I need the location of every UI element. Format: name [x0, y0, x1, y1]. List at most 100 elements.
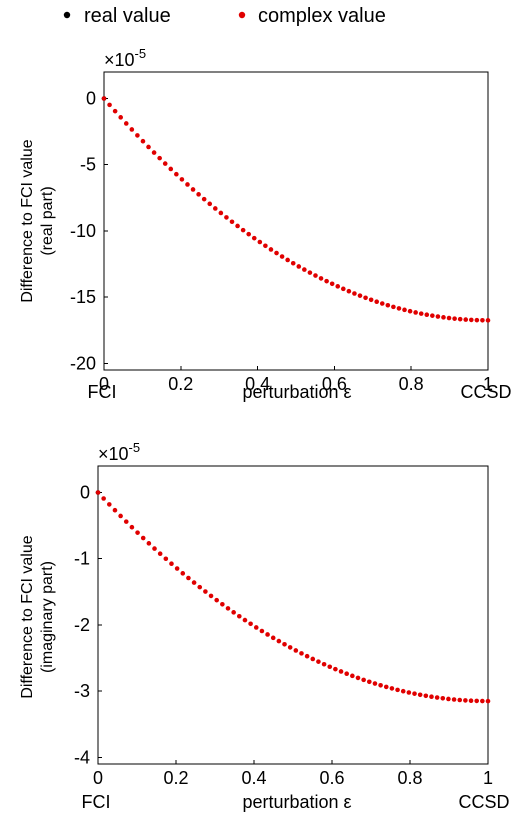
- complex-value-point: [407, 308, 413, 314]
- complex-value-point: [231, 610, 236, 615]
- complex-value-point: [197, 584, 203, 590]
- complex-value-point: [253, 625, 259, 630]
- complex-value-point: [246, 231, 251, 237]
- complex-value-point: [324, 278, 329, 284]
- complex-value-point: [374, 299, 380, 304]
- complex-value-point: [135, 133, 140, 138]
- complex-value-point: [341, 286, 346, 292]
- complex-value-point: [107, 502, 112, 507]
- complex-value-point: [457, 316, 463, 322]
- complex-value-point: [413, 310, 418, 315]
- complex-value-point: [257, 239, 263, 245]
- x-tick-label: 1: [483, 374, 493, 394]
- complex-value-point: [474, 317, 480, 323]
- complex-value-point: [129, 127, 135, 132]
- plot-frame: [103, 71, 489, 371]
- complex-value-point: [304, 653, 310, 659]
- complex-value-point: [321, 661, 327, 667]
- y-tick-label: -5: [80, 155, 96, 175]
- complex-value-point: [313, 273, 318, 278]
- x-tick-label: 0.8: [399, 374, 424, 394]
- complex-value-point: [329, 281, 335, 287]
- plot-frame: [97, 465, 489, 765]
- x-tick-label: 0: [99, 374, 109, 394]
- y-axis-label-line2: (real part): [39, 186, 56, 255]
- complex-value-point: [279, 254, 285, 259]
- complex-value-point: [402, 307, 407, 313]
- complex-value-point: [396, 306, 402, 311]
- complex-value-point: [180, 571, 186, 576]
- y-tick-label: -15: [70, 287, 96, 307]
- complex-value-point: [270, 635, 276, 641]
- complex-value-point: [293, 648, 299, 653]
- complex-value-point: [344, 671, 350, 676]
- complex-value-point: [95, 490, 101, 495]
- complex-value-point: [225, 606, 231, 611]
- complex-value-point: [157, 551, 163, 556]
- complex-value-point: [146, 144, 151, 150]
- complex-value-point: [385, 302, 391, 308]
- complex-value-point: [265, 632, 270, 637]
- complex-value-point: [423, 693, 429, 699]
- complex-value-point: [418, 311, 424, 316]
- y-tick-label: -3: [74, 681, 90, 701]
- legend-marker-complex: [238, 11, 246, 19]
- complex-value-point: [208, 593, 214, 599]
- x-tick-label: 0: [93, 768, 103, 788]
- complex-value-point: [207, 201, 213, 207]
- complex-value-point: [287, 645, 293, 650]
- complex-value-point: [235, 223, 240, 229]
- complex-value-point: [480, 317, 485, 323]
- complex-value-point: [112, 108, 118, 114]
- complex-value-point: [446, 315, 452, 321]
- complex-value-point: [237, 613, 242, 619]
- complex-value-point: [285, 257, 290, 263]
- complex-value-point: [251, 235, 257, 241]
- complex-value-point: [480, 698, 485, 704]
- complex-value-point: [452, 316, 457, 321]
- complex-value-point: [474, 698, 480, 704]
- complex-value-point: [174, 171, 179, 177]
- complex-value-point: [338, 669, 344, 674]
- x-tick-label: 0.8: [397, 768, 422, 788]
- complex-value-point: [361, 677, 366, 683]
- x-tick-label: 0.2: [163, 768, 188, 788]
- complex-value-point: [372, 681, 378, 686]
- complex-value-point: [259, 628, 265, 634]
- x-endpoint-label-fci: FCI: [88, 382, 117, 402]
- complex-value-point: [118, 115, 123, 120]
- complex-value-point: [101, 496, 106, 501]
- complex-value-point: [268, 247, 274, 252]
- x-tick-label: 0.4: [245, 374, 270, 394]
- complex-value-point: [299, 651, 304, 656]
- y-tick-label: 0: [86, 88, 96, 108]
- complex-value-point: [389, 686, 395, 691]
- complex-value-point: [282, 642, 287, 647]
- x-tick-label: 0.4: [241, 768, 266, 788]
- complex-value-point: [446, 696, 451, 702]
- complex-value-point: [290, 260, 296, 266]
- complex-value-point: [368, 297, 374, 303]
- complex-value-point: [101, 96, 107, 101]
- x-tick-label: 1: [483, 768, 493, 788]
- complex-value-point: [310, 656, 316, 662]
- x-axis-label: perturbation ε: [242, 382, 351, 402]
- complex-value-point: [296, 264, 302, 269]
- y-tick-label: 0: [80, 482, 90, 502]
- complex-value-point: [318, 276, 324, 281]
- complex-value-point: [406, 690, 412, 695]
- complex-value-point: [350, 673, 355, 679]
- complex-value-point: [140, 138, 146, 144]
- complex-value-point: [118, 513, 123, 519]
- complex-value-point: [123, 519, 129, 524]
- complex-value-point: [357, 293, 363, 298]
- complex-value-point: [327, 664, 333, 670]
- complex-value-point: [214, 597, 219, 603]
- x-tick-label: 0.6: [322, 374, 347, 394]
- y-tick-label: -2: [74, 615, 90, 635]
- complex-value-point: [185, 182, 190, 187]
- y-tick-label: -4: [74, 747, 90, 767]
- y-tick-label: -1: [74, 549, 90, 569]
- x-axis-label: perturbation ε: [242, 792, 351, 812]
- complex-value-point: [333, 666, 338, 672]
